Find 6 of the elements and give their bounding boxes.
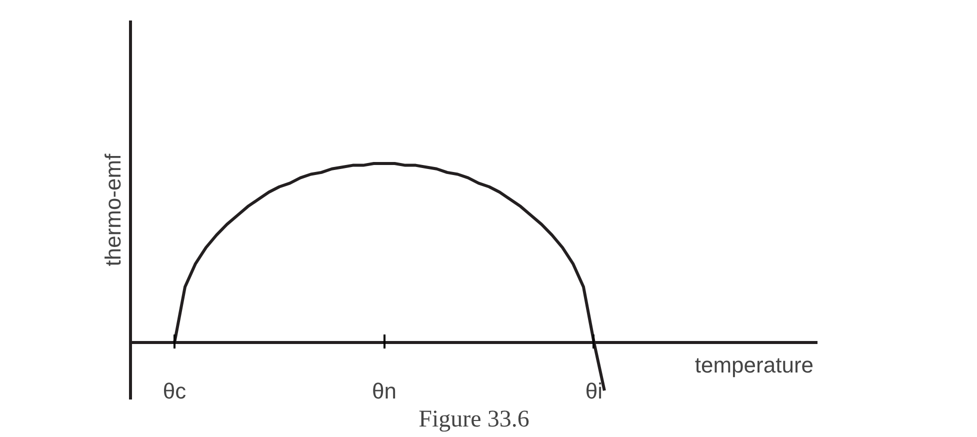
y-axis-title: thermo-emf (100, 152, 126, 266)
x-tick-label: θi (585, 378, 603, 404)
x-tick-label: θn (372, 378, 396, 404)
x-tick-label: θc (162, 378, 186, 404)
caption: Figure 33.6 (418, 406, 530, 432)
x-axis-title: temperature (694, 352, 814, 378)
